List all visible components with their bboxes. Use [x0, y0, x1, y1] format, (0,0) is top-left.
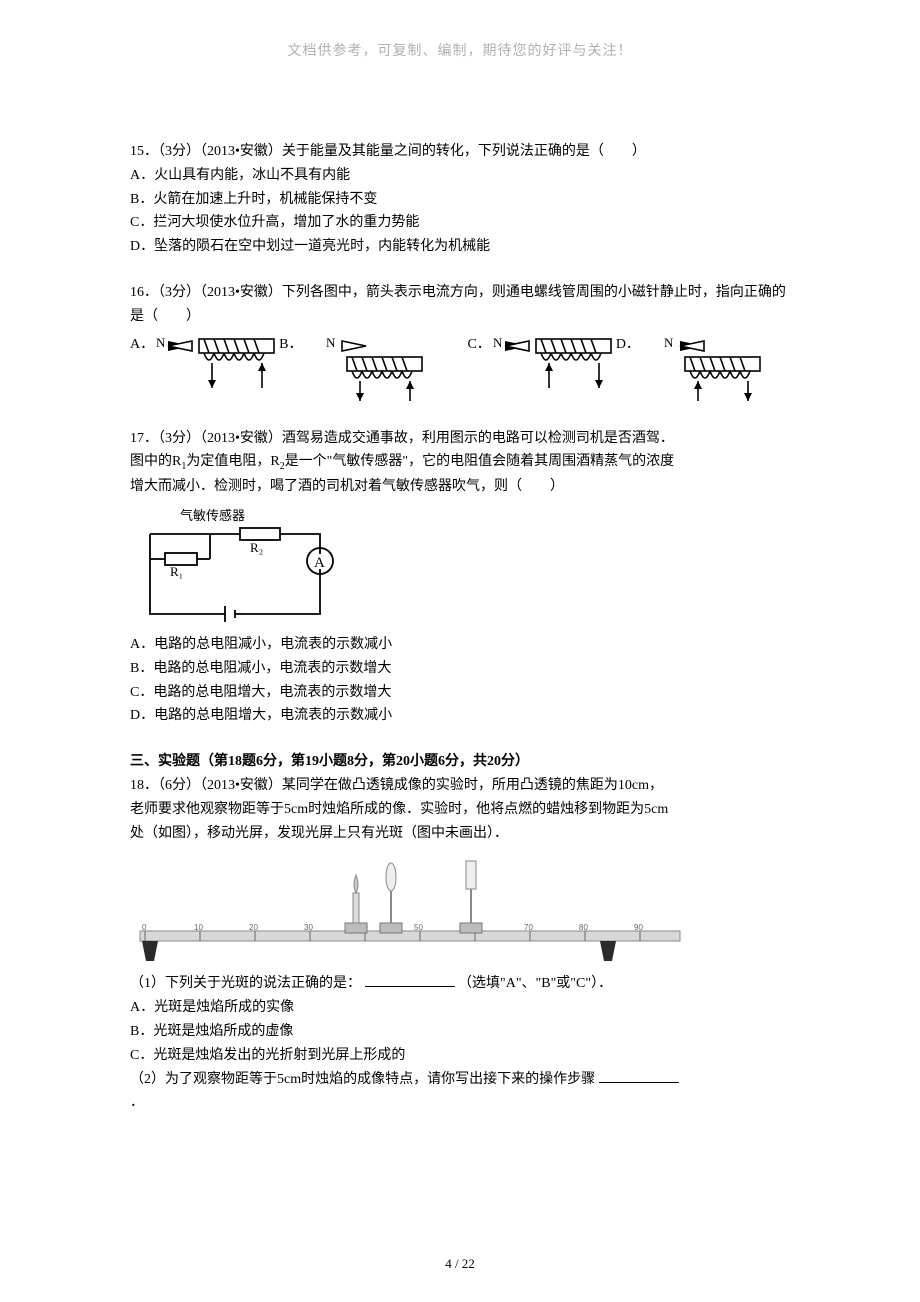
- q16-label-a: A．: [130, 333, 154, 353]
- q18-line1: 18．（6分）（2013•安徽）某同学在做凸透镜成像的实验时，所用凸透镜的焦距为…: [130, 774, 790, 798]
- coil-diagram-b: N: [302, 333, 437, 405]
- q18-p1b: （选填"A"、"B"或"C"）．: [455, 976, 613, 991]
- svg-text:30: 30: [304, 923, 313, 932]
- q17-l2b: 为定值电阻，R: [186, 454, 279, 469]
- q15-opt-c: C．拦河大坝使水位升高，增加了水的重力势能: [130, 211, 790, 235]
- q18-diagram: 0102030405060708090: [130, 853, 790, 968]
- svg-text:N: N: [493, 335, 503, 350]
- q16-cell-a: A． N: [130, 333, 279, 405]
- q16-diagram-row: A． N: [130, 333, 790, 405]
- q17-line1: 17．（3分）（2013•安徽）酒驾易造成交通事故，利用图示的电路可以检测司机是…: [130, 427, 790, 451]
- sensor-label: 气敏传感器: [180, 505, 790, 524]
- q18-p1a: （1）下列关于光斑的说法正确的是：: [130, 976, 365, 991]
- q18-p2b: ．: [130, 1091, 790, 1115]
- question-15: 15．（3分）（2013•安徽）关于能量及其能量之间的转化，下列说法正确的是（ …: [130, 140, 790, 259]
- compass-icon: [680, 341, 704, 351]
- svg-text:R₂: R₂: [250, 540, 263, 555]
- optical-bench-icon: 0102030405060708090: [130, 853, 690, 963]
- svg-text:20: 20: [249, 923, 258, 932]
- q16-label-b: B．: [279, 333, 302, 353]
- svg-text:90: 90: [634, 923, 643, 932]
- compass-n-label: N: [156, 335, 166, 350]
- svg-text:A: A: [314, 555, 325, 571]
- svg-text:N: N: [664, 335, 674, 350]
- q18-line3: 处（如图），移动光屏，发现光屏上只有光斑（图中未画出）．: [130, 822, 790, 846]
- q18-opt-a: A．光斑是烛焰所成的实像: [130, 996, 790, 1020]
- question-18: 18．（6分）（2013•安徽）某同学在做凸透镜成像的实验时，所用凸透镜的焦距为…: [130, 774, 790, 1115]
- question-17: 17．（3分）（2013•安徽）酒驾易造成交通事故，利用图示的电路可以检测司机是…: [130, 427, 790, 729]
- compass-icon: [342, 341, 366, 351]
- q16-label-d: D．: [616, 333, 640, 353]
- svg-text:80: 80: [579, 923, 588, 932]
- q18-p2a: （2）为了观察物距等于5cm时烛焰的成像特点，请你写出接下来的操作步骤: [130, 1072, 599, 1087]
- q17-line2: 图中的R1为定值电阻，R2是一个"气敏传感器"，它的电阻值会随着其周围酒精蒸气的…: [130, 450, 790, 475]
- svg-text:0: 0: [142, 923, 147, 932]
- q18-opt-c: C．光斑是烛焰发出的光折射到光屏上形成的: [130, 1044, 790, 1068]
- q17-circuit: 气敏传感器 R₂ R₁: [130, 505, 790, 629]
- q16-cell-c: C． N: [467, 333, 615, 405]
- q17-opt-a: A．电路的总电阻减小，电流表的示数减小: [130, 633, 790, 657]
- q15-opt-a: A．火山具有内能，冰山不具有内能: [130, 164, 790, 188]
- compass-icon: [168, 341, 192, 351]
- q15-opt-b: B．火箭在加速上升时，机械能保持不变: [130, 188, 790, 212]
- circuit-diagram-icon: R₂ R₁ A: [130, 524, 340, 624]
- question-16: 16．（3分）（2013•安徽）下列各图中，箭头表示电流方向，则通电螺线管周围的…: [130, 281, 790, 405]
- q17-opt-b: B．电路的总电阻减小，电流表的示数增大: [130, 657, 790, 681]
- q18-p1: （1）下列关于光斑的说法正确的是： （选填"A"、"B"或"C"）．: [130, 972, 790, 996]
- q18-opt-b: B．光斑是烛焰所成的虚像: [130, 1020, 790, 1044]
- coil-diagram-c: N: [491, 333, 616, 405]
- coil-diagram-a: N: [154, 333, 279, 405]
- blank-2[interactable]: [599, 1069, 679, 1083]
- svg-text:70: 70: [524, 923, 533, 932]
- q18-line2: 老师要求他观察物距等于5cm时烛焰所成的像．实验时，他将点燃的蜡烛移到物距为5c…: [130, 798, 790, 822]
- q16-cell-b: B． N: [279, 333, 437, 405]
- q17-opt-d: D．电路的总电阻增大，电流表的示数减小: [130, 704, 790, 728]
- svg-text:10: 10: [194, 923, 203, 932]
- q17-line3: 增大而减小．检测时，喝了酒的司机对着气敏传感器吹气，则（ ）: [130, 475, 790, 499]
- q17-l2a: 图中的R: [130, 454, 181, 469]
- q16-cell-d: D． N: [616, 333, 775, 405]
- q17-l2c: 是一个"气敏传感器"，它的电阻值会随着其周围酒精蒸气的浓度: [285, 454, 674, 469]
- q15-stem: 15．（3分）（2013•安徽）关于能量及其能量之间的转化，下列说法正确的是（ …: [130, 140, 790, 164]
- svg-text:50: 50: [414, 923, 423, 932]
- q16-label-c: C．: [467, 333, 490, 353]
- blank-1[interactable]: [365, 973, 455, 987]
- svg-text:R₁: R₁: [170, 564, 183, 579]
- page: 文档供参考，可复制、编制，期待您的好评与关注！ 15．（3分）（2013•安徽）…: [0, 0, 920, 1302]
- section-3-heading: 三、实验题（第18题6分，第19小题8分，第20小题6分，共20分）: [130, 750, 790, 774]
- q15-opt-d: D．坠落的陨石在空中划过一道亮光时，内能转化为机械能: [130, 235, 790, 259]
- svg-text:N: N: [326, 335, 336, 350]
- coil-diagram-d: N: [640, 333, 775, 405]
- compass-icon: [505, 341, 529, 351]
- page-number: 4 / 22: [0, 1256, 920, 1272]
- header-note: 文档供参考，可复制、编制，期待您的好评与关注！: [130, 40, 790, 60]
- q16-stem: 16．（3分）（2013•安徽）下列各图中，箭头表示电流方向，则通电螺线管周围的…: [130, 281, 790, 329]
- q18-p2: （2）为了观察物距等于5cm时烛焰的成像特点，请你写出接下来的操作步骤: [130, 1068, 790, 1092]
- q17-opt-c: C．电路的总电阻增大，电流表的示数增大: [130, 681, 790, 705]
